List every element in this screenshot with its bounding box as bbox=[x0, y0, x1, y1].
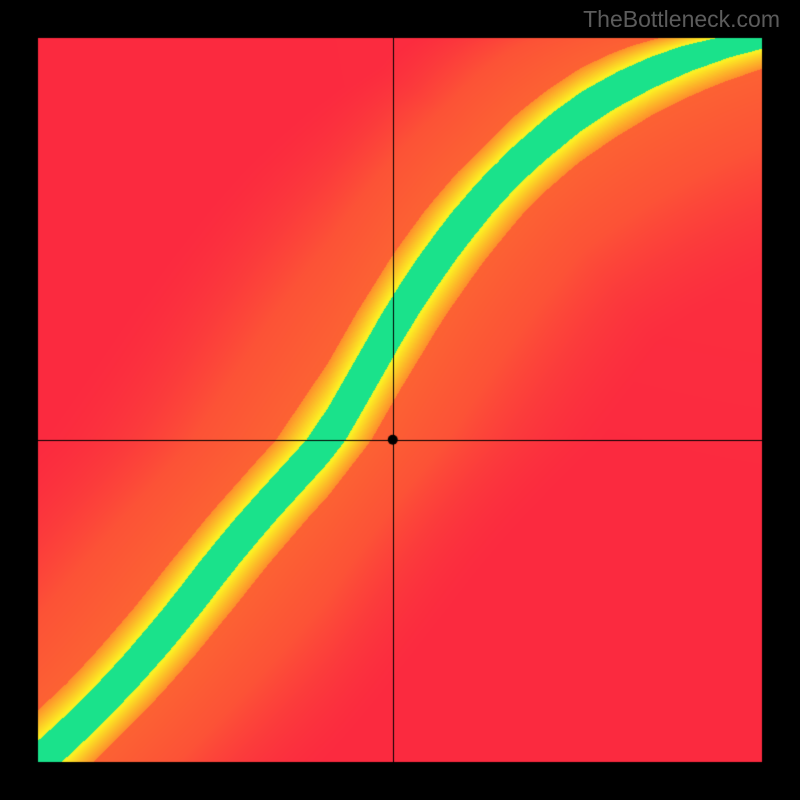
watermark-text: TheBottleneck.com bbox=[583, 6, 780, 33]
bottleneck-heatmap bbox=[0, 0, 800, 800]
chart-container: TheBottleneck.com bbox=[0, 0, 800, 800]
